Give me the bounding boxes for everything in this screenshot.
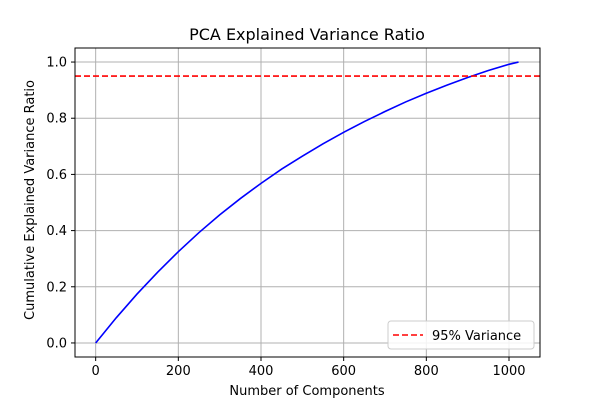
x-tick-label: 600 [331,364,356,379]
y-tick-label: 0.8 [46,112,67,127]
x-axis-title: Number of Components [229,384,384,399]
axis-ticks: 0 200 400 600 800 1000 0.0 0.2 0.4 0.6 0.8 1.0 [46,56,525,379]
plot-frame [74,47,541,358]
plot-data [75,61,540,344]
x-tick-label: 800 [414,364,439,379]
chart-title: PCA Explained Variance Ratio [189,25,425,44]
y-axis-title: Cumulative Explained Variance Ratio [23,80,38,320]
y-tick-label: 0.4 [46,224,67,239]
x-tick-label: 200 [166,364,191,379]
legend: 95% Variance [387,320,535,350]
legend-label-95-variance: 95% Variance [432,329,521,344]
grid [75,48,540,357]
y-tick-label: 0.0 [46,336,67,351]
x-tick-label: 0 [92,364,100,379]
y-tick-label: 1.0 [46,56,67,71]
y-tick-label: 0.6 [46,168,67,183]
cumulative-variance-line [95,61,519,344]
legend-box [387,320,535,350]
x-tick-label: 1000 [492,364,525,379]
y-tick-label: 0.2 [46,280,67,295]
x-tick-label: 400 [249,364,274,379]
